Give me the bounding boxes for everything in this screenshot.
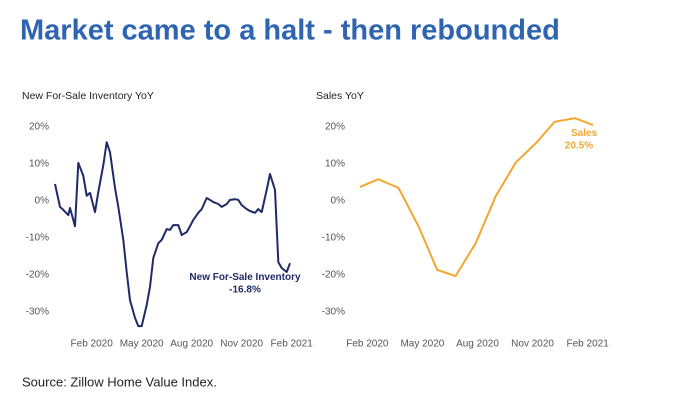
x-tick-label: Feb 2020 (71, 339, 114, 350)
x-tick-label: Feb 2020 (346, 339, 389, 350)
data-line (54, 141, 291, 328)
x-tick-label: Feb 2021 (567, 339, 610, 350)
annotation: Sales (571, 128, 598, 139)
x-tick-label: May 2020 (400, 339, 444, 350)
y-tick-label: -20% (322, 270, 345, 281)
page-title: Market came to a halt - then rebounded (20, 15, 560, 47)
y-tick-label: -10% (322, 233, 345, 244)
x-tick-label: Aug 2020 (170, 339, 213, 350)
y-tick-label: 0% (331, 196, 346, 207)
y-tick-label: -30% (322, 307, 345, 318)
x-tick-label: May 2020 (120, 339, 164, 350)
x-tick-label: Nov 2020 (220, 339, 263, 350)
y-tick-label: 10% (325, 159, 345, 170)
source-note: Source: Zillow Home Value Index. (22, 374, 217, 389)
y-tick-label: -30% (26, 307, 49, 318)
annotation: 20.5% (565, 140, 593, 151)
x-tick-label: Nov 2020 (511, 339, 554, 350)
annotation: New For-Sale Inventory (189, 272, 301, 283)
y-tick-label: 0% (35, 196, 50, 207)
y-tick-label: 20% (325, 122, 345, 133)
chart-subtitle: Sales YoY (316, 90, 364, 102)
x-tick-label: Feb 2021 (271, 339, 314, 350)
x-tick-label: Aug 2020 (456, 339, 499, 350)
y-tick-label: 10% (29, 159, 49, 170)
y-tick-label: 20% (29, 122, 49, 133)
chart-subtitle: New For-Sale Inventory YoY (22, 90, 154, 102)
y-tick-label: -20% (26, 270, 49, 281)
y-tick-label: -10% (26, 233, 49, 244)
data-line (359, 117, 594, 278)
annotation: -16.8% (229, 284, 261, 295)
